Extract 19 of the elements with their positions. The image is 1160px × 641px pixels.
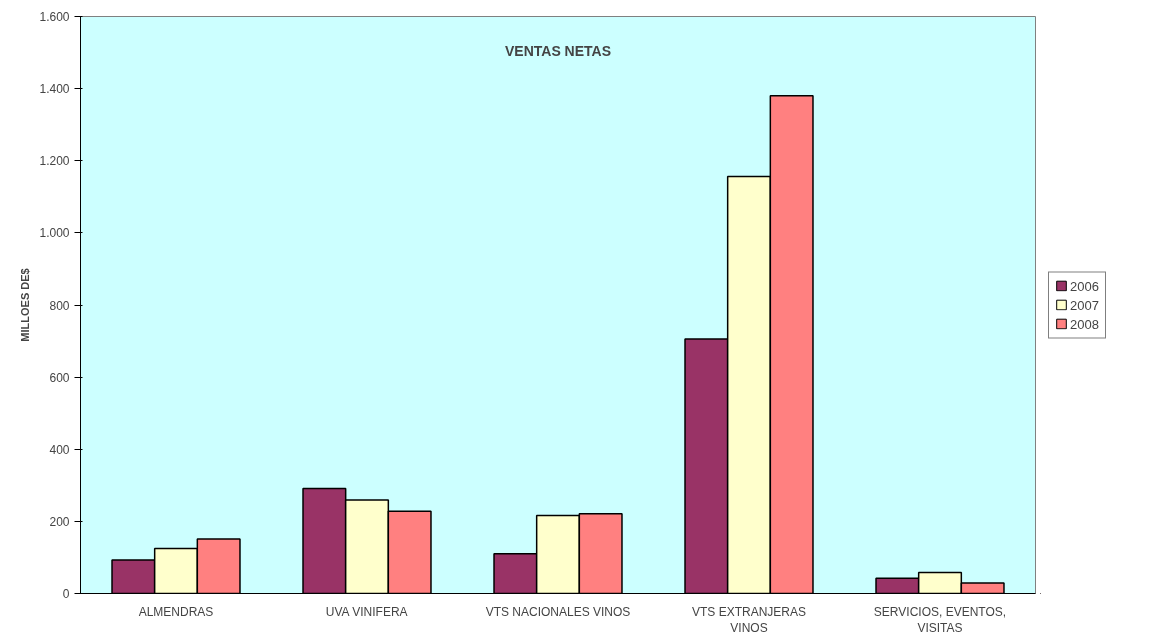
y-tick-label: 800 bbox=[49, 298, 70, 313]
x-tick-label: ALMENDRAS bbox=[138, 604, 214, 619]
y-tick-label: 0 bbox=[62, 587, 70, 601]
y-tick-label: 600 bbox=[49, 370, 70, 385]
legend-label: 2006 bbox=[1070, 278, 1099, 293]
x-tick-label: UVA VINIFERA bbox=[325, 604, 408, 619]
y-tick-label: 200 bbox=[49, 514, 70, 529]
legend-label: 2008 bbox=[1070, 316, 1099, 331]
legend-label: 2007 bbox=[1070, 297, 1099, 312]
y-tick-label: 400 bbox=[49, 442, 70, 457]
y-tick-label: 1.400 bbox=[39, 82, 70, 97]
x-tick-label: VTS NACIONALES VINOS bbox=[485, 604, 631, 619]
y-tick-label: 1.600 bbox=[39, 10, 70, 24]
x-tick-label: SERVICIOS, EVENTOS, VISITAS bbox=[873, 604, 1007, 636]
y-axis-title: MILLOES DE$ bbox=[19, 268, 32, 342]
y-tick-label: 1.200 bbox=[39, 154, 70, 169]
text: VENTAS NETAS bbox=[504, 43, 612, 60]
x-tick-label: VTS EXTRANJERAS VINOS bbox=[691, 604, 807, 636]
y-tick-label: 1.000 bbox=[39, 226, 70, 241]
